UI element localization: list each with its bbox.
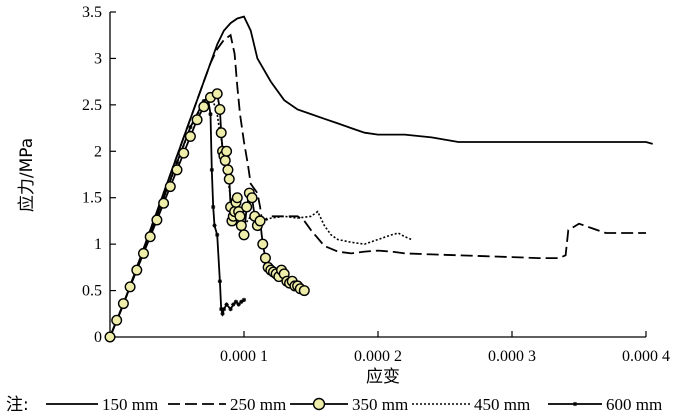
data-point — [234, 210, 246, 222]
data-point — [221, 306, 227, 312]
series-350-mm — [104, 88, 310, 343]
y-tick-label: 1 — [94, 236, 102, 253]
series-line — [109, 15, 653, 338]
data-point — [223, 301, 230, 308]
series-line — [109, 33, 646, 338]
legend-label: 350 mm — [352, 395, 408, 414]
series-layer — [104, 15, 653, 343]
data-point — [144, 231, 156, 243]
y-axis-title: 应力/MPa — [17, 138, 37, 212]
legend-label: 150 mm — [102, 395, 158, 414]
data-point — [214, 103, 226, 115]
data-point — [228, 306, 234, 312]
y-tick-label: 0.5 — [82, 283, 102, 300]
series-600-mm — [107, 94, 247, 340]
data-point — [104, 331, 116, 343]
data-point — [241, 201, 253, 213]
data-point — [131, 264, 143, 276]
series-line — [109, 92, 305, 338]
data-point — [211, 88, 223, 100]
legend-marker — [312, 397, 326, 411]
data-point — [184, 130, 196, 142]
data-point — [178, 147, 190, 159]
data-point — [198, 101, 210, 113]
legend-item-150-mm: 150 mm — [46, 395, 158, 414]
legend-label: 250 mm — [230, 395, 286, 414]
data-point — [151, 214, 163, 226]
y-tick-label: 0 — [94, 329, 102, 346]
series-250-mm — [109, 33, 646, 338]
x-axis-title: 应变 — [366, 367, 400, 387]
data-point — [217, 278, 223, 284]
data-point — [191, 114, 203, 126]
data-point — [219, 311, 226, 317]
legend-label: 450 mm — [474, 395, 530, 414]
legend-item-250-mm: 250 mm — [168, 395, 286, 414]
legend-prefix: 注: — [6, 395, 29, 415]
data-point — [158, 197, 170, 209]
data-point — [214, 232, 220, 238]
data-point — [238, 229, 250, 241]
data-point — [231, 192, 243, 204]
data-point — [211, 222, 218, 229]
data-point — [117, 298, 129, 310]
x-tick-label: 0.000 4 — [622, 348, 670, 365]
data-point — [171, 164, 183, 176]
data-point — [246, 192, 258, 204]
data-point — [241, 297, 247, 303]
data-point — [235, 220, 247, 232]
data-point — [207, 111, 214, 117]
axes: 0 0.5 1 1.5 2 2.5 3 3.5 0.000 1 0.000 2 0.000 3 0.0… — [82, 4, 670, 365]
data-point — [257, 238, 269, 250]
x-tick-label: 0.000 1 — [220, 348, 268, 365]
legend-item-450-mm: 450 mm — [412, 395, 530, 414]
legend-item-350-mm: 350 mm — [290, 395, 408, 414]
data-point — [254, 215, 266, 227]
data-point — [209, 167, 215, 173]
data-point — [219, 155, 231, 167]
data-point — [298, 285, 310, 297]
series-150-mm — [109, 15, 653, 338]
y-tick-label: 2.5 — [82, 97, 102, 114]
legend-label: 600 mm — [606, 395, 662, 414]
data-point — [111, 314, 123, 326]
data-point — [215, 127, 227, 139]
legend-item-600-mm: 600 mm — [548, 395, 662, 414]
y-tick-label: 2 — [94, 143, 102, 160]
data-point — [221, 145, 233, 157]
y-tick-label: 1.5 — [82, 190, 102, 207]
legend: 注: 150 mm 250 mm 350 mm 450 mm 600 mm — [6, 395, 662, 415]
data-point — [124, 281, 136, 293]
data-point — [222, 164, 234, 176]
data-point — [137, 247, 149, 259]
y-tick-label: 3 — [94, 50, 102, 67]
x-tick-label: 0.000 2 — [354, 348, 402, 365]
data-point — [210, 204, 216, 210]
data-point — [259, 252, 271, 264]
x-tick-label: 0.000 3 — [488, 348, 536, 365]
data-point — [164, 181, 176, 193]
y-tick-label: 3.5 — [82, 4, 102, 21]
data-point — [223, 173, 235, 185]
data-point — [187, 124, 193, 130]
legend-marker — [572, 401, 578, 407]
